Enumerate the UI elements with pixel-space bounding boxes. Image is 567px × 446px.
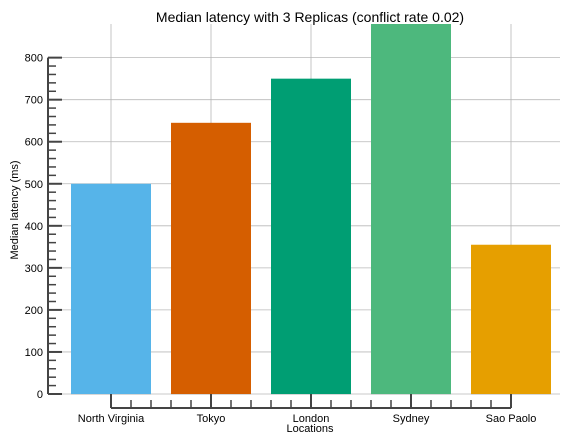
y-tick-label: 0: [37, 389, 43, 401]
y-tick-label: 100: [25, 347, 43, 359]
x-tick-label: Tokyo: [197, 413, 226, 425]
x-tick-label: London: [293, 413, 330, 425]
bar: [171, 122, 251, 394]
y-tick-labels: 0 100 200 300 400 500 600 700 800: [25, 53, 43, 401]
axes: [47, 56, 512, 409]
bar: [371, 24, 451, 394]
y-tick-label: 300: [25, 263, 43, 275]
y-tick-label: 600: [25, 137, 43, 149]
bar: [71, 183, 151, 394]
bar: [471, 244, 551, 394]
x-axis-label: Locations: [286, 423, 334, 435]
y-tick-label: 800: [25, 53, 43, 65]
y-tick-label: 400: [25, 221, 43, 233]
x-tick-label: North Virginia: [78, 413, 145, 425]
x-tick-label: Sao Paolo: [486, 413, 537, 425]
y-axis-label: Median latency (ms): [9, 160, 21, 259]
bar: [271, 78, 351, 394]
bars: [71, 24, 551, 394]
y-tick-label: 200: [25, 305, 43, 317]
x-tick-labels: North Virginia Tokyo London Sydney Sao Paolo: [78, 413, 537, 425]
y-tick-label: 500: [25, 179, 43, 191]
x-tick-label: Sydney: [393, 413, 430, 425]
chart-title: Median latency with 3 Replicas (conflict…: [156, 9, 464, 25]
y-tick-label: 700: [25, 95, 43, 107]
